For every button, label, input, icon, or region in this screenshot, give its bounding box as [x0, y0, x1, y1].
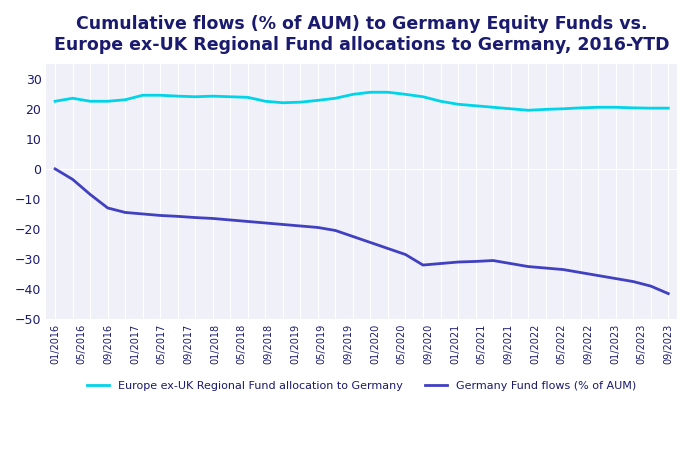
- Legend: Europe ex-UK Regional Fund allocation to Germany, Germany Fund flows (% of AUM): Europe ex-UK Regional Fund allocation to…: [83, 376, 641, 396]
- Title: Cumulative flows (% of AUM) to Germany Equity Funds vs.
Europe ex-UK Regional Fu: Cumulative flows (% of AUM) to Germany E…: [54, 15, 669, 54]
